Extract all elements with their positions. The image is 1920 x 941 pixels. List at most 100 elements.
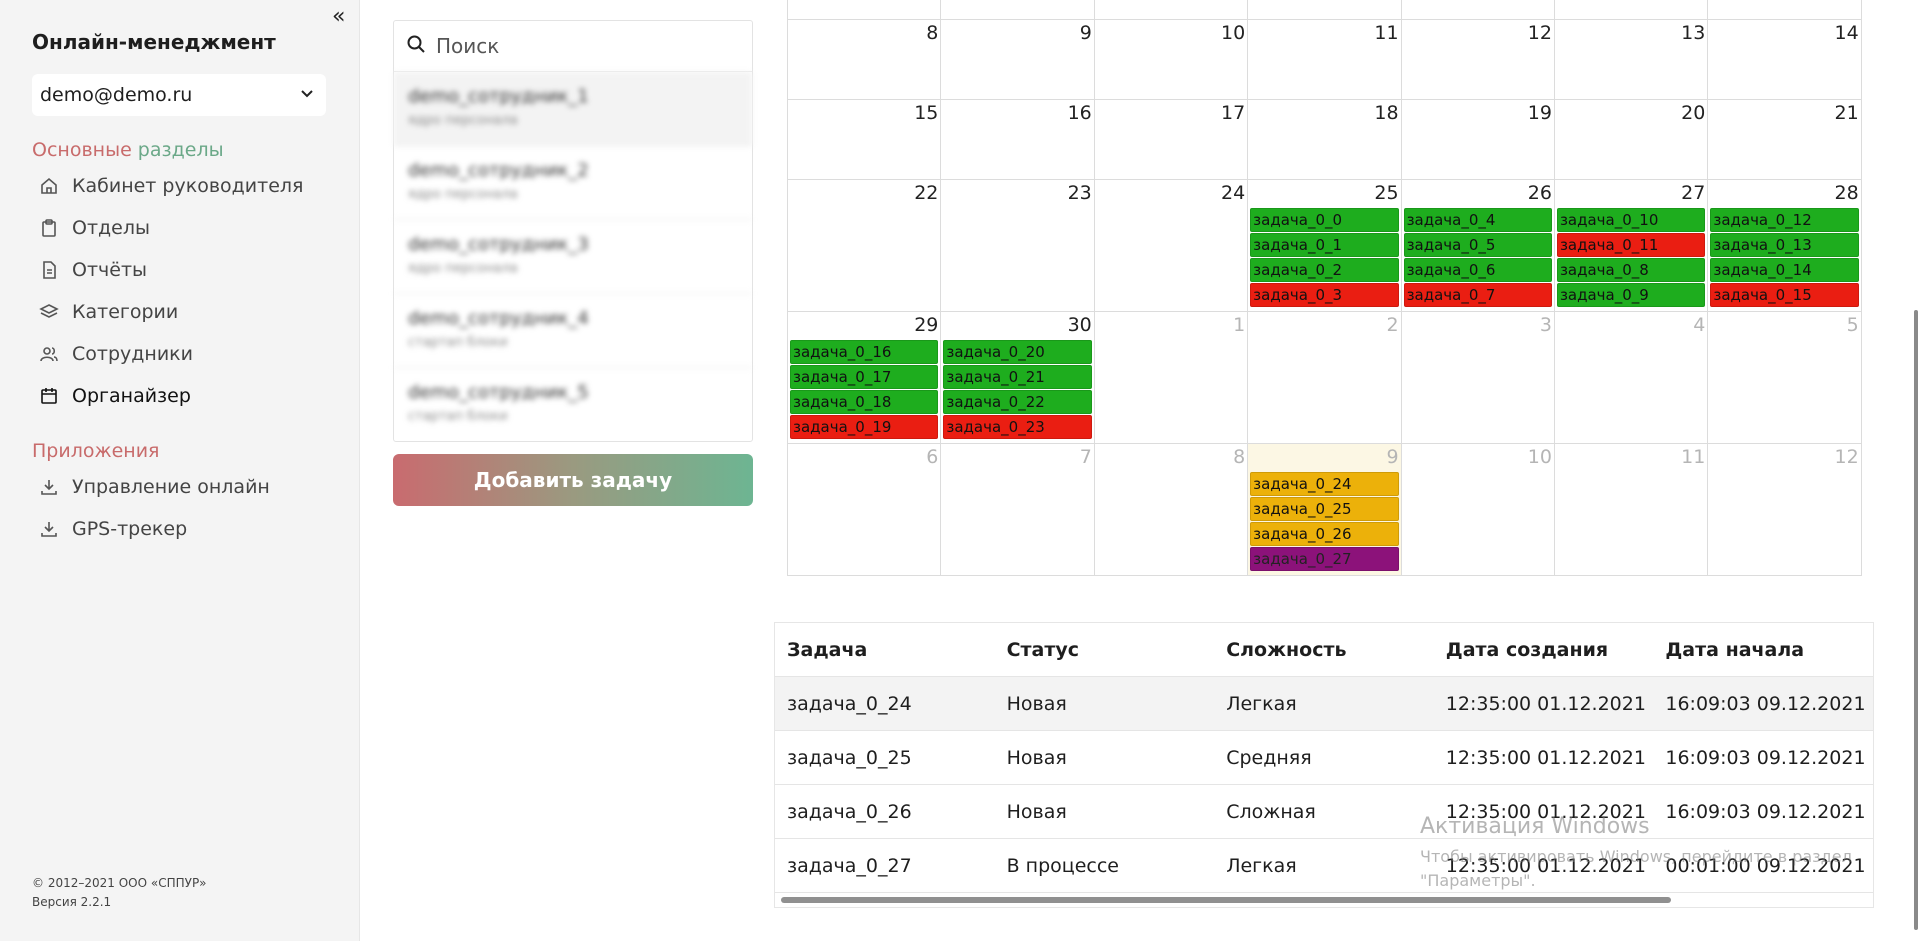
column-header[interactable]: Сложность — [1226, 638, 1347, 661]
calendar-event[interactable]: задача_0_27 — [1250, 547, 1399, 571]
column-header[interactable]: Статус — [1006, 638, 1080, 661]
nav-item-gps-tracker[interactable]: GPS-трекер — [38, 508, 270, 550]
calendar-day[interactable]: 12 — [1400, 19, 1555, 100]
calendar-event[interactable]: задача_0_19 — [790, 415, 939, 439]
employee-item[interactable]: demo_сотрудник_1 ядро персонала — [394, 72, 752, 146]
column-header[interactable]: Дата начала — [1665, 638, 1805, 661]
column-header[interactable]: Дата создания — [1445, 638, 1609, 661]
calendar-day[interactable]: 27 задача_0_10 задача_0_11 задача_0_8 задача… — [1553, 179, 1709, 312]
calendar-event[interactable]: задача_0_25 — [1250, 497, 1399, 521]
calendar-event[interactable]: задача_0_11 — [1556, 233, 1706, 257]
calendar-day[interactable]: 21 — [1707, 99, 1862, 180]
calendar-event[interactable]: задача_0_7 — [1403, 283, 1552, 307]
calendar-event[interactable]: задача_0_9 — [1556, 283, 1706, 307]
calendar-event[interactable]: задача_0_14 — [1710, 258, 1859, 282]
calendar-event[interactable]: задача_0_16 — [790, 340, 939, 364]
nav-item-organizer[interactable]: Органайзер — [38, 375, 303, 417]
calendar-day[interactable]: 23 — [940, 179, 1095, 312]
calendar-day[interactable]: 9 — [940, 19, 1095, 100]
calendar-day[interactable]: 3 — [1093, 0, 1249, 20]
calendar-day[interactable]: 15 — [786, 99, 942, 180]
calendar-event[interactable]: задача_0_22 — [943, 390, 1092, 414]
calendar-day[interactable]: 17 — [1093, 99, 1249, 180]
calendar-day[interactable]: 1 — [786, 0, 942, 20]
employee-item[interactable]: demo_сотрудник_3 ядро персонала — [394, 220, 752, 294]
nav-item-online-management[interactable]: Управление онлайн — [38, 466, 270, 508]
calendar-event[interactable]: задача_0_10 — [1556, 208, 1706, 232]
account-select[interactable]: demo@demo.ru — [32, 74, 326, 116]
employee-item[interactable]: demo_сотрудник_5 стартап блоки — [408, 382, 589, 424]
calendar-event[interactable]: задача_0_5 — [1403, 233, 1552, 257]
calendar-event[interactable]: задача_0_15 — [1710, 283, 1859, 307]
calendar-day[interactable]: 25 задача_0_0 задача_0_1 задача_0_2 задача_0… — [1247, 179, 1402, 312]
calendar-day[interactable]: 22 — [786, 179, 942, 312]
vertical-scrollbar[interactable] — [1914, 310, 1918, 930]
calendar-day[interactable]: 20 — [1553, 99, 1709, 180]
calendar-day[interactable]: 2 — [940, 0, 1095, 20]
nav-item-reports[interactable]: Отчёты — [38, 249, 303, 291]
nav-item-manager-cabinet[interactable]: Кабинет руководителя — [38, 165, 303, 207]
calendar-day[interactable]: 24 — [1093, 179, 1249, 312]
column-header[interactable]: Задача — [787, 638, 868, 661]
calendar-event[interactable]: задача_0_24 — [1250, 472, 1399, 496]
calendar-day[interactable]: 5 — [1707, 311, 1862, 444]
search-input[interactable] — [436, 34, 716, 58]
calendar-day[interactable]: 28 задача_0_12 задача_0_13 задача_0_14 задач… — [1707, 179, 1862, 312]
calendar-day[interactable]: 4 — [1553, 311, 1709, 444]
calendar-day[interactable]: 6 — [786, 443, 942, 576]
calendar-event[interactable]: задача_0_17 — [790, 365, 939, 389]
calendar-day[interactable]: 5 — [1400, 0, 1555, 20]
calendar-event[interactable]: задача_0_13 — [1710, 233, 1859, 257]
calendar-day[interactable]: 11 — [1247, 19, 1402, 100]
calendar-day[interactable]: 12 — [1707, 443, 1862, 576]
day-number: 17 — [1220, 102, 1246, 124]
employee-item[interactable]: demo_сотрудник_2 ядро персонала — [394, 146, 752, 220]
add-task-button[interactable]: Добавить задачу — [393, 454, 753, 506]
calendar-day[interactable]: 3 — [1400, 311, 1555, 444]
calendar-day[interactable]: 6 — [1553, 0, 1709, 20]
collapse-sidebar-icon[interactable]: « — [332, 4, 346, 29]
calendar-event[interactable]: задача_0_4 — [1403, 208, 1552, 232]
calendar-day[interactable]: 10 — [1400, 443, 1555, 576]
calendar-day[interactable]: 30 задача_0_20 задача_0_21 задача_0_22 задач… — [940, 311, 1095, 444]
table-row[interactable]: задача_0_25 Новая Средняя 12:35:00 01.12… — [775, 731, 1873, 785]
calendar-day[interactable]: 13 — [1553, 19, 1709, 100]
calendar-day[interactable]: 14 — [1707, 19, 1862, 100]
calendar-event[interactable]: задача_0_1 — [1250, 233, 1399, 257]
calendar-day[interactable]: 16 — [940, 99, 1095, 180]
calendar-event[interactable]: задача_0_26 — [1250, 522, 1399, 546]
calendar-day[interactable]: 26 задача_0_4 задача_0_5 задача_0_6 задача_0… — [1400, 179, 1555, 312]
calendar-event[interactable]: задача_0_20 — [943, 340, 1092, 364]
calendar-day[interactable]: 7 — [1707, 0, 1862, 20]
nav-item-categories[interactable]: Категории — [38, 291, 303, 333]
horizontal-scrollbar[interactable] — [781, 897, 1671, 903]
calendar-day[interactable]: 2 — [1247, 311, 1402, 444]
calendar-day[interactable]: 1 — [1093, 311, 1249, 444]
calendar-day[interactable]: 8 — [1093, 443, 1249, 576]
calendar-day[interactable]: 8 — [786, 19, 942, 100]
calendar-event[interactable]: задача_0_2 — [1250, 258, 1399, 282]
table-row[interactable]: задача_0_26 Новая Сложная 12:35:00 01.12… — [775, 785, 1873, 839]
calendar-day[interactable]: 4 — [1247, 0, 1402, 20]
table-row[interactable]: задача_0_27 В процессе Легкая 12:35:00 0… — [775, 839, 1873, 893]
calendar-day[interactable]: 18 — [1247, 99, 1402, 180]
calendar-day[interactable]: 9 задача_0_24 задача_0_25 задача_0_26 задача… — [1247, 443, 1402, 576]
calendar-event[interactable]: задача_0_21 — [943, 365, 1092, 389]
calendar-day[interactable]: 19 — [1400, 99, 1555, 180]
calendar-event[interactable]: задача_0_8 — [1556, 258, 1706, 282]
calendar-event[interactable]: задача_0_0 — [1250, 208, 1399, 232]
calendar-event[interactable]: задача_0_23 — [943, 415, 1092, 439]
calendar-event[interactable]: задача_0_3 — [1250, 283, 1399, 307]
calendar-day[interactable]: 29 задача_0_16 задача_0_17 задача_0_18 задач… — [786, 311, 942, 444]
nav-item-employees[interactable]: Сотрудники — [38, 333, 303, 375]
calendar-day[interactable]: 7 — [940, 443, 1095, 576]
employee-item[interactable]: demo_сотрудник_4 стартап блоки — [394, 294, 752, 368]
calendar-day[interactable]: 10 — [1093, 19, 1249, 100]
day-number: 10 — [1220, 22, 1246, 44]
calendar-event[interactable]: задача_0_18 — [790, 390, 939, 414]
calendar-day[interactable]: 11 — [1553, 443, 1709, 576]
table-row[interactable]: задача_0_24 Новая Легкая 12:35:00 01.12.… — [775, 677, 1873, 731]
calendar-event[interactable]: задача_0_6 — [1403, 258, 1552, 282]
calendar-event[interactable]: задача_0_12 — [1710, 208, 1859, 232]
nav-item-departments[interactable]: Отделы — [38, 207, 303, 249]
